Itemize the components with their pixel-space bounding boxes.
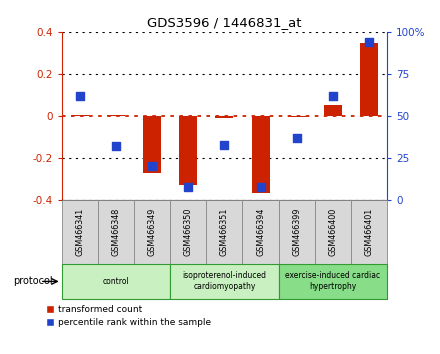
Point <box>293 135 300 141</box>
Bar <box>288 116 306 117</box>
Bar <box>279 264 387 299</box>
Point <box>112 143 119 149</box>
Bar <box>71 115 89 116</box>
Point <box>366 39 373 45</box>
Legend: transformed count, percentile rank within the sample: transformed count, percentile rank withi… <box>44 304 213 329</box>
Text: GSM466399: GSM466399 <box>292 207 301 256</box>
Text: GSM466394: GSM466394 <box>256 208 265 256</box>
Bar <box>206 200 242 264</box>
Text: exercise-induced cardiac
hypertrophy: exercise-induced cardiac hypertrophy <box>286 272 381 291</box>
Point <box>330 93 337 98</box>
Text: GSM466401: GSM466401 <box>365 208 374 256</box>
Text: protocol: protocol <box>13 276 53 286</box>
Bar <box>62 200 98 264</box>
Bar <box>170 264 279 299</box>
Point <box>221 142 228 147</box>
Bar <box>360 44 378 116</box>
Bar <box>351 200 387 264</box>
Bar <box>179 116 197 185</box>
Text: GSM466349: GSM466349 <box>147 208 157 256</box>
Text: GSM466350: GSM466350 <box>184 208 193 256</box>
Bar <box>98 200 134 264</box>
Text: GSM466341: GSM466341 <box>75 208 84 256</box>
Point <box>257 184 264 189</box>
Text: GSM466400: GSM466400 <box>328 208 337 256</box>
Bar <box>134 200 170 264</box>
Text: control: control <box>103 277 129 286</box>
Text: GSM466348: GSM466348 <box>111 208 121 256</box>
Text: isoproterenol-induced
cardiomyopathy: isoproterenol-induced cardiomyopathy <box>183 272 266 291</box>
Title: GDS3596 / 1446831_at: GDS3596 / 1446831_at <box>147 16 302 29</box>
Bar <box>62 264 170 299</box>
Bar <box>215 116 234 118</box>
Point <box>76 93 83 98</box>
Bar <box>279 200 315 264</box>
Point <box>149 164 156 169</box>
Bar <box>242 200 279 264</box>
Bar <box>315 200 351 264</box>
Text: GSM466351: GSM466351 <box>220 208 229 256</box>
Bar <box>324 105 342 116</box>
Bar <box>170 200 206 264</box>
Bar <box>107 115 125 116</box>
Point <box>185 184 192 189</box>
Bar <box>143 116 161 173</box>
Bar <box>252 116 270 193</box>
